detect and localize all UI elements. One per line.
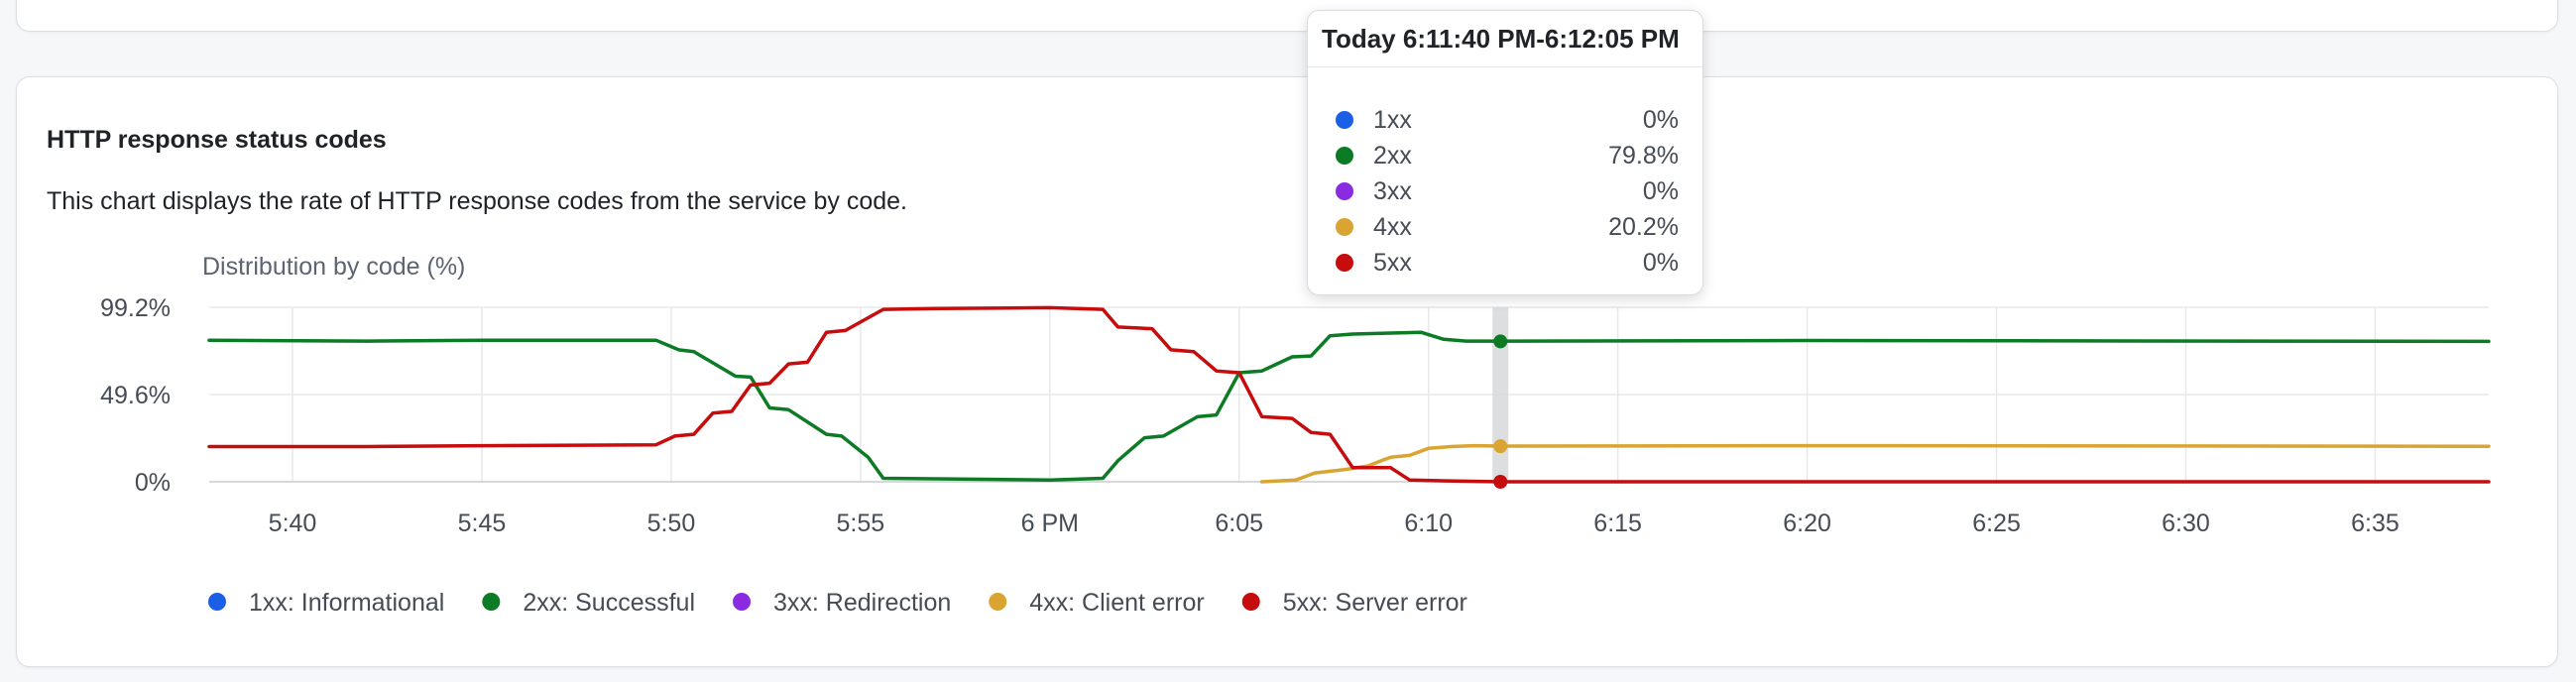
hover-marker-5xx [1493,475,1508,489]
legend-item-3xx[interactable]: 3xx: Redirection [733,589,951,617]
tooltip-series-value: 79.8% [1608,141,1679,170]
tooltip-row-3xx: 3xx 0% [1336,173,1679,209]
x-tick-label: 6 PM [1021,510,1079,537]
legend-item-5xx[interactable]: 5xx: Server error [1241,589,1467,617]
legend-label: 4xx: Client error [1029,589,1204,617]
tooltip-series-value: 0% [1642,176,1679,205]
series-line-2xx [207,330,2491,482]
legend-label: 3xx: Redirection [773,589,951,617]
series-line-4xx [1259,443,2491,484]
legend-label: 5xx: Server error [1283,589,1467,617]
series-dot-icon [1336,111,1353,129]
tooltip-series-value: 20.2% [1608,212,1679,241]
series-dot-icon [1336,147,1353,165]
hover-marker-2xx [1493,334,1508,349]
tooltip-series-name: 1xx [1373,105,1412,134]
legend-dot-icon [208,593,226,611]
series-dot-icon [1336,218,1353,236]
x-tick-label: 6:15 [1593,510,1642,537]
card-description: This chart displays the rate of HTTP res… [47,187,907,215]
y-tick-label: 99.2% [100,294,171,322]
x-tick-label: 5:45 [458,510,507,537]
http-status-card [16,76,2558,667]
series-line-5xx [207,305,2491,484]
x-tick-label: 6:10 [1404,510,1453,537]
x-tick-label: 6:35 [2351,510,2400,537]
tooltip-series-value: 0% [1642,248,1679,277]
previous-card [16,0,2558,32]
tooltip-series-value: 0% [1642,105,1679,134]
legend-item-2xx[interactable]: 2xx: Successful [482,589,695,617]
x-tick-label: 6:20 [1783,510,1831,537]
legend-label: 1xx: Informational [249,589,444,617]
legend-dot-icon [733,593,752,611]
chart-title: Distribution by code (%) [202,253,465,281]
tooltip-series-name: 3xx [1373,176,1412,205]
tooltip-row-2xx: 2xx 79.8% [1336,138,1679,173]
series-dot-icon [1336,182,1353,200]
hover-band [1492,307,1509,482]
x-tick-label: 6:05 [1215,510,1263,537]
legend-dot-icon [482,593,501,611]
x-tick-label: 6:30 [2162,510,2210,537]
y-tick-label: 0% [135,469,171,497]
x-tick-label: 5:50 [647,510,696,537]
hover-marker-4xx [1493,439,1508,454]
tooltip-time-range: Today 6:11:40 PM-6:12:05 PM [1308,11,1702,67]
y-tick-label: 49.6% [100,382,171,409]
tooltip-row-4xx: 4xx 20.2% [1336,209,1679,245]
legend-dot-icon [1241,593,1260,611]
legend-dot-icon [989,593,1007,611]
chart-tooltip: Today 6:11:40 PM-6:12:05 PM 1xx 0% 2xx 7… [1307,10,1703,295]
legend-item-1xx[interactable]: 1xx: Informational [208,589,444,617]
x-tick-label: 5:55 [837,510,885,537]
tooltip-series-name: 5xx [1373,248,1412,277]
x-tick-label: 5:40 [269,510,317,537]
tooltip-row-5xx: 5xx 0% [1336,245,1679,281]
x-tick-label: 6:25 [1972,510,2021,537]
legend-item-4xx[interactable]: 4xx: Client error [989,589,1205,617]
tooltip-series-name: 2xx [1373,141,1412,170]
tooltip-row-1xx: 1xx 0% [1336,102,1679,138]
tooltip-series-name: 4xx [1373,212,1412,241]
card-title: HTTP response status codes [47,126,387,154]
legend-label: 2xx: Successful [523,589,695,617]
series-dot-icon [1336,254,1353,272]
